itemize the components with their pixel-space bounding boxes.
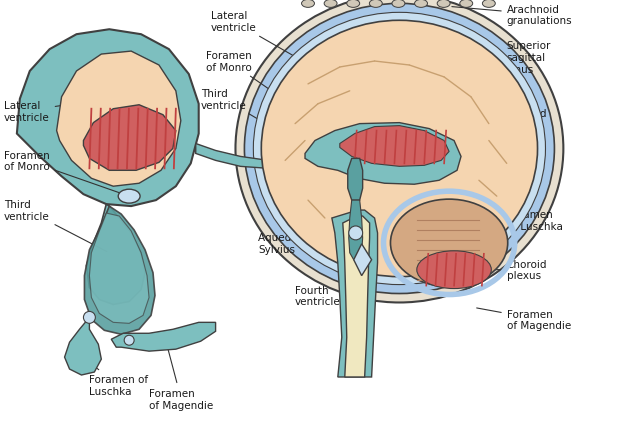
Ellipse shape — [118, 190, 140, 204]
Ellipse shape — [244, 4, 555, 294]
Ellipse shape — [347, 0, 360, 8]
Polygon shape — [196, 144, 338, 171]
Ellipse shape — [370, 0, 383, 8]
Circle shape — [83, 312, 96, 324]
Text: Foramen
of Monro: Foramen of Monro — [205, 51, 352, 148]
Ellipse shape — [417, 251, 491, 289]
Ellipse shape — [262, 21, 537, 277]
Ellipse shape — [415, 0, 428, 8]
Polygon shape — [111, 323, 215, 351]
Text: Foramen
of Magendie: Foramen of Magendie — [149, 344, 213, 410]
Ellipse shape — [324, 0, 337, 8]
Polygon shape — [85, 207, 155, 335]
Polygon shape — [354, 244, 371, 276]
Polygon shape — [332, 211, 378, 377]
Text: Choroid
plexus: Choroid plexus — [482, 259, 547, 281]
Polygon shape — [349, 201, 363, 260]
Ellipse shape — [236, 0, 563, 303]
Polygon shape — [348, 159, 363, 201]
Polygon shape — [17, 30, 199, 207]
Ellipse shape — [482, 0, 495, 8]
Polygon shape — [65, 318, 101, 375]
Ellipse shape — [437, 0, 450, 8]
Text: Superior
sagittal
sinus: Superior sagittal sinus — [470, 41, 551, 74]
Text: Foramen
of Magendie: Foramen of Magendie — [477, 308, 571, 330]
Ellipse shape — [302, 0, 315, 8]
Ellipse shape — [392, 0, 405, 8]
Text: Lateral
ventricle: Lateral ventricle — [4, 100, 104, 122]
Text: Fourth
ventricle: Fourth ventricle — [295, 268, 359, 307]
Text: Aqueduct of
Sylvius: Aqueduct of Sylvius — [259, 233, 342, 254]
Text: Choroid
plexus: Choroid plexus — [450, 109, 547, 138]
Polygon shape — [89, 214, 149, 324]
Text: Third
ventricle: Third ventricle — [201, 89, 347, 173]
Text: Foramen
of Monro: Foramen of Monro — [4, 150, 126, 196]
Polygon shape — [305, 124, 461, 185]
Ellipse shape — [254, 13, 545, 285]
Text: Lateral
ventricle: Lateral ventricle — [210, 11, 357, 93]
Circle shape — [349, 226, 363, 240]
Polygon shape — [83, 106, 176, 171]
Ellipse shape — [391, 200, 508, 287]
Text: Foramen of
Luschka: Foramen of Luschka — [81, 357, 149, 396]
Text: Foramen
of Luschka: Foramen of Luschka — [489, 210, 563, 233]
Circle shape — [124, 336, 134, 346]
Polygon shape — [343, 216, 370, 377]
Text: Third
ventricle: Third ventricle — [4, 200, 107, 252]
Ellipse shape — [460, 0, 473, 8]
Text: Arachnoid
granulations: Arachnoid granulations — [452, 4, 573, 26]
Polygon shape — [340, 126, 449, 167]
Polygon shape — [86, 205, 145, 305]
Polygon shape — [57, 52, 181, 187]
